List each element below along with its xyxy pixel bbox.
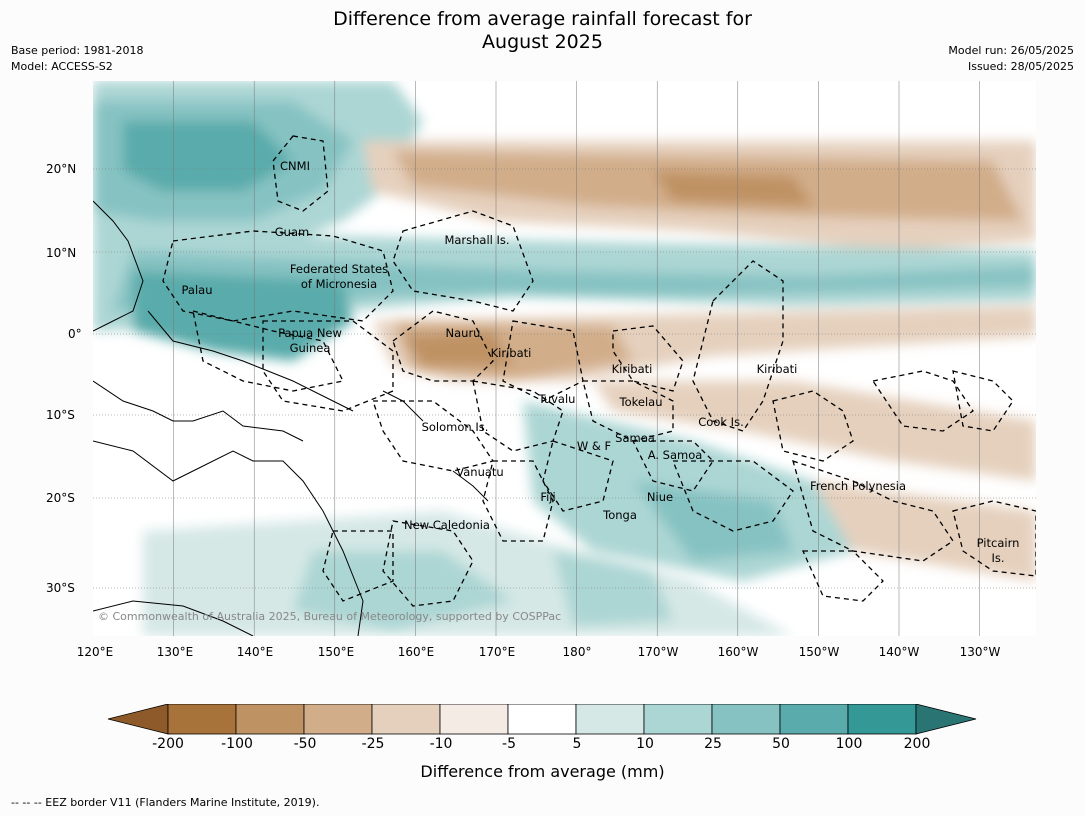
colorbar-bin xyxy=(439,704,509,735)
colorbar-bin xyxy=(303,704,373,735)
label-palau: Palau xyxy=(181,283,213,297)
colorbar-bin xyxy=(507,704,577,735)
colorbar-extend-low xyxy=(107,704,169,735)
lat-label-20n: 20°N xyxy=(46,162,77,176)
colorbar-bin xyxy=(575,704,645,735)
colorbar-bin xyxy=(167,704,237,735)
lon-label-170e: 170°E xyxy=(478,645,516,659)
model-run: Model run: 26/05/2025 xyxy=(948,44,1074,57)
label-pitcairn-line2: Is. xyxy=(991,551,1005,565)
colorbar-bin xyxy=(371,704,441,735)
label-kiribati-east: Kiribati xyxy=(756,362,798,376)
coastlines xyxy=(93,200,489,636)
label-fsm-line2: of Micronesia xyxy=(300,277,378,291)
colorbar-bin xyxy=(711,704,781,735)
label-guam: Guam xyxy=(274,225,310,239)
colorbar-tick-25: 25 xyxy=(704,736,722,752)
label-kiribati-central: Kiribati xyxy=(611,362,653,376)
label-vanuatu: Vanuatu xyxy=(456,465,504,479)
label-solomon-islands: Solomon Is. xyxy=(421,420,489,434)
label-marshall-islands: Marshall Is. xyxy=(444,233,510,247)
label-kiribati-west: Kiribati xyxy=(490,346,532,360)
colorbar-bin xyxy=(643,704,713,735)
map-canvas xyxy=(93,81,1036,636)
label-tonga: Tonga xyxy=(603,508,637,522)
lat-label-10s: 10°S xyxy=(46,408,75,422)
rainfall-anomaly-field xyxy=(93,81,1036,636)
base-period: Base period: 1981-2018 xyxy=(11,44,144,57)
label-niue: Niue xyxy=(646,490,674,504)
colorbar-tick-100: 100 xyxy=(835,736,863,752)
colorbar-bin xyxy=(847,704,917,735)
lon-label-130w: 130°W xyxy=(959,645,1001,659)
label-fsm-line1: Federated States xyxy=(289,262,389,276)
colorbar-tick-neg50: -50 xyxy=(293,736,317,752)
eez-borders xyxy=(162,135,1036,607)
colorbar xyxy=(107,704,977,735)
colorbar-tick-neg100: -100 xyxy=(221,736,253,752)
label-american-samoa: A. Samoa xyxy=(647,448,703,462)
label-cook-islands: Cook Is. xyxy=(698,415,744,429)
rainfall-map xyxy=(93,81,1036,636)
lon-label-170w: 170°W xyxy=(637,645,679,659)
label-png-line2: Guinea xyxy=(289,341,331,355)
model-name: Model: ACCESS-S2 xyxy=(11,60,113,73)
colorbar-tick-neg25: -25 xyxy=(361,736,385,752)
label-fiji: Fiji xyxy=(540,490,556,504)
lat-label-30s: 30°S xyxy=(46,581,75,595)
colorbar-tick-50: 50 xyxy=(772,736,790,752)
label-french-polynesia: French Polynesia xyxy=(809,479,907,493)
colorbar-extend-high xyxy=(915,704,977,735)
base-period-info: Base period: 1981-2018 Model: ACCESS-S2 xyxy=(11,43,143,75)
copyright-notice: © Commonwealth of Australia 2025, Bureau… xyxy=(98,610,562,623)
lat-label-20s: 20°S xyxy=(46,491,75,505)
lon-label-140e: 140°E xyxy=(236,645,274,659)
colorbar-tick-10: 10 xyxy=(636,736,654,752)
colorbar-bin xyxy=(779,704,849,735)
title-line-2: August 2025 xyxy=(482,31,603,53)
lon-label-120e: 120°E xyxy=(76,645,114,659)
lat-label-0: 0° xyxy=(68,327,82,341)
label-png-line1: Papua New xyxy=(278,326,342,340)
label-nauru: Nauru xyxy=(445,326,481,340)
colorbar-tick-200: 200 xyxy=(903,736,931,752)
label-wallis-futuna: W & F xyxy=(576,439,612,453)
label-tokelau: Tokelau xyxy=(619,395,663,409)
lon-label-140w: 140°W xyxy=(878,645,920,659)
colorbar-tick-5: 5 xyxy=(572,736,582,752)
lon-label-180: 180° xyxy=(562,645,592,659)
label-new-caledonia: New Caledonia xyxy=(404,518,490,532)
lon-label-150e: 150°E xyxy=(317,645,355,659)
lon-label-150w: 150°W xyxy=(798,645,840,659)
issued-date: Issued: 28/05/2025 xyxy=(967,60,1074,73)
label-tuvalu: Tuvalu xyxy=(538,392,576,406)
colorbar-bin xyxy=(235,704,305,735)
lon-label-160w: 160°W xyxy=(717,645,759,659)
colorbar-tick-neg200: -200 xyxy=(152,736,184,752)
lon-label-130e: 130°E xyxy=(156,645,194,659)
map-grid xyxy=(93,81,1036,636)
label-pitcairn-line1: Pitcairn xyxy=(976,536,1020,550)
run-info: Model run: 26/05/2025 Issued: 28/05/2025 xyxy=(948,43,1074,75)
colorbar-label: Difference from average (mm) xyxy=(420,762,665,781)
colorbar-tick-neg10: -10 xyxy=(429,736,453,752)
colorbar-tick-neg5: -5 xyxy=(502,736,516,752)
title-line-1: Difference from average rainfall forecas… xyxy=(333,8,752,30)
eez-border-legend: -- -- -- EEZ border V11 (Flanders Marine… xyxy=(11,796,320,809)
label-samoa: Samoa xyxy=(615,431,655,445)
label-cnmi: CNMI xyxy=(280,159,310,173)
map-title: Difference from average rainfall forecas… xyxy=(0,8,1085,54)
lat-label-10n: 10°N xyxy=(46,246,77,260)
lon-label-160e: 160°E xyxy=(397,645,435,659)
